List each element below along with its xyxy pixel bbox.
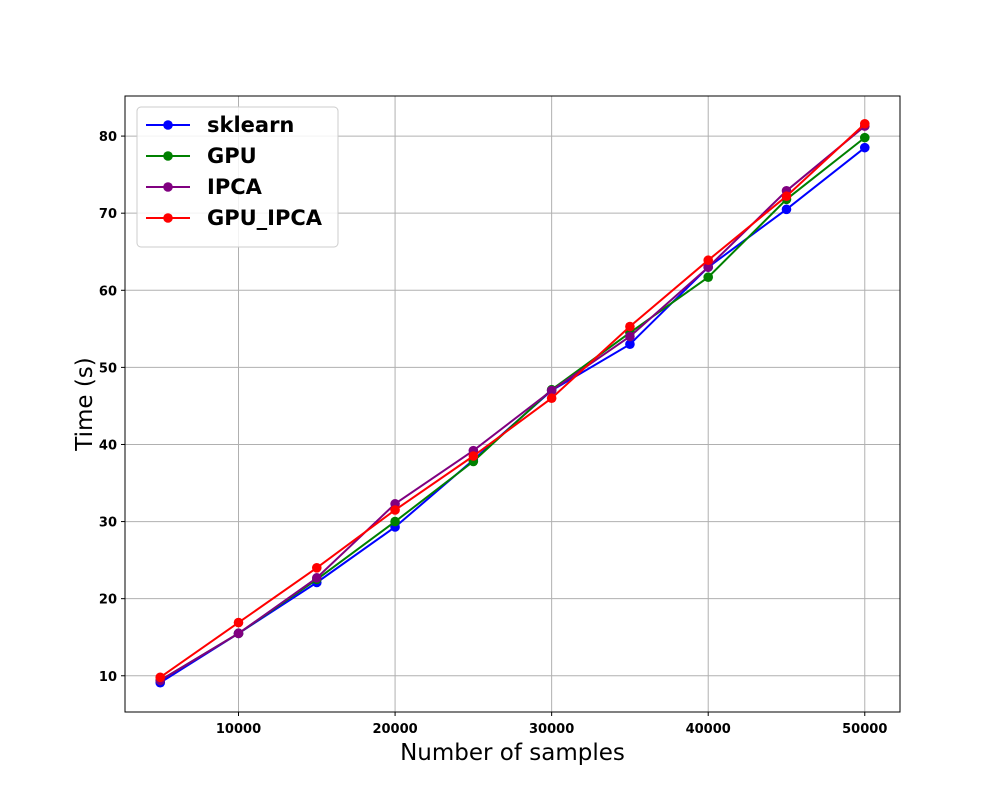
x-tick-label: 20000 bbox=[372, 722, 417, 737]
legend-item: sklearn bbox=[146, 113, 294, 137]
x-tick-label: 40000 bbox=[686, 722, 731, 737]
data-point bbox=[155, 672, 166, 683]
legend-box bbox=[136, 106, 339, 248]
x-tick-label: 50000 bbox=[842, 722, 887, 737]
data-point bbox=[703, 255, 714, 266]
legend-item: IPCA bbox=[146, 175, 263, 199]
data-point bbox=[390, 516, 400, 527]
legend-label: GPU_IPCA bbox=[207, 206, 323, 230]
data-point bbox=[311, 563, 322, 573]
x-axis-ticks: 10000 20000 30000 40000 50000 bbox=[216, 712, 887, 737]
legend: sklearn GPU IPCA GPU_IPCA bbox=[136, 106, 339, 248]
data-point bbox=[546, 385, 557, 396]
y-tick-label: 50 bbox=[99, 361, 117, 376]
y-tick-label: 20 bbox=[99, 593, 117, 608]
data-point bbox=[233, 617, 244, 628]
data-point bbox=[859, 132, 870, 143]
legend-item: GPU_IPCA bbox=[146, 206, 323, 230]
y-tick-label: 60 bbox=[99, 284, 117, 299]
legend-marker bbox=[163, 213, 173, 223]
y-tick-label: 70 bbox=[99, 207, 117, 222]
x-tick-label: 30000 bbox=[529, 722, 574, 737]
legend-label: GPU bbox=[207, 144, 257, 168]
y-axis-label: Time (s) bbox=[72, 357, 98, 452]
data-point bbox=[233, 628, 244, 639]
data-point bbox=[546, 393, 557, 404]
y-tick-label: 40 bbox=[99, 438, 117, 453]
data-point bbox=[625, 339, 635, 350]
y-axis-ticks: 10 20 30 40 50 60 70 80 bbox=[99, 130, 125, 685]
series-layer bbox=[155, 118, 870, 688]
legend-marker bbox=[163, 151, 173, 161]
series-gpu-ipca bbox=[155, 118, 870, 683]
plot-frame bbox=[124, 95, 901, 713]
data-point bbox=[625, 321, 635, 332]
data-point bbox=[311, 573, 322, 583]
data-point bbox=[625, 331, 635, 342]
data-point bbox=[703, 262, 714, 272]
legend-marker bbox=[163, 120, 173, 130]
data-point bbox=[781, 191, 792, 202]
data-point bbox=[781, 204, 792, 215]
data-point bbox=[390, 505, 400, 515]
y-tick-label: 10 bbox=[99, 670, 117, 685]
data-point bbox=[859, 118, 870, 129]
grid bbox=[125, 96, 900, 712]
y-tick-label: 30 bbox=[99, 516, 117, 531]
series-line bbox=[159, 123, 866, 679]
y-tick-label: 80 bbox=[99, 130, 117, 145]
legend-label: sklearn bbox=[207, 113, 294, 137]
data-point bbox=[859, 142, 870, 153]
x-axis-label: Number of samples bbox=[400, 740, 625, 766]
legend-marker bbox=[163, 182, 173, 192]
legend-item: GPU bbox=[146, 144, 257, 168]
data-point bbox=[468, 451, 479, 461]
x-tick-label: 10000 bbox=[216, 722, 261, 737]
data-point bbox=[703, 272, 714, 282]
legend-label: IPCA bbox=[207, 175, 263, 199]
